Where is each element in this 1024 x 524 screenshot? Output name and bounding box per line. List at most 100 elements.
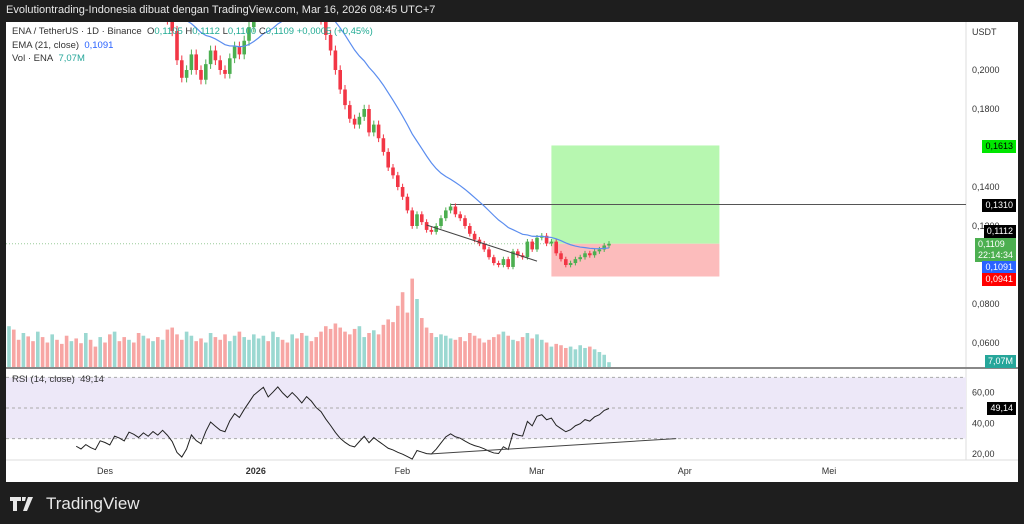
volume-bar <box>40 337 45 367</box>
volume-bar <box>88 339 93 367</box>
candle <box>352 118 357 125</box>
volume-bar <box>7 326 11 367</box>
volume-bar <box>36 331 40 367</box>
candle <box>506 259 510 267</box>
volume-bar <box>477 338 482 367</box>
candle <box>511 251 515 267</box>
volume-bar <box>309 341 314 367</box>
ema-legend[interactable]: EMA (21, close) 0,1091 <box>12 40 113 51</box>
volume-bar <box>242 337 246 367</box>
currency-label[interactable]: USDT <box>972 27 997 37</box>
candle <box>468 226 472 234</box>
volume-bar <box>506 335 510 367</box>
volume-bar <box>453 339 458 367</box>
volume-bar <box>328 328 333 367</box>
candle <box>338 70 342 90</box>
volume-bar <box>74 338 78 367</box>
volume-legend[interactable]: Vol · ENA 7,07M <box>12 53 85 64</box>
rsi-line <box>75 386 610 460</box>
volume-bar <box>501 331 506 367</box>
volume-bar <box>588 346 592 367</box>
candle <box>453 206 458 215</box>
candle <box>559 253 563 260</box>
rsi-tick: 60,00 <box>972 388 995 398</box>
volume-bar <box>520 337 525 367</box>
symbol-name[interactable]: ENA / TetherUS · 1D · Binance <box>12 26 142 37</box>
candle <box>199 70 203 80</box>
volume-bar <box>544 342 549 367</box>
candle <box>588 253 592 256</box>
stop-loss-zone <box>551 243 720 277</box>
candle <box>592 251 597 256</box>
candle <box>372 124 376 133</box>
candle <box>218 60 222 70</box>
volume-bar <box>487 339 491 367</box>
volume-bar <box>175 334 179 367</box>
volume-bar <box>228 341 232 367</box>
volume-bar <box>343 331 347 367</box>
candle <box>242 40 246 55</box>
candle <box>180 60 184 78</box>
volume-bar <box>463 341 467 367</box>
volume-bar <box>583 347 587 367</box>
volume-bar <box>386 319 390 367</box>
candle <box>386 151 390 168</box>
candle <box>554 241 558 254</box>
volume-bar <box>300 333 304 367</box>
candle <box>439 218 443 226</box>
volume-bar <box>429 333 434 367</box>
volume-bar <box>295 338 299 367</box>
tradingview-logo[interactable]: TradingView <box>10 494 140 514</box>
volume-bar <box>602 354 606 367</box>
volume-bar <box>146 338 150 367</box>
high-value: 0,1112 <box>192 26 220 37</box>
candle <box>357 116 362 125</box>
candle <box>376 124 381 139</box>
candle <box>516 251 520 256</box>
volume-bar <box>12 329 16 367</box>
volume-bar <box>156 337 160 367</box>
volume-bar <box>237 331 242 367</box>
volume-bar <box>55 339 59 367</box>
change-value: +0,0005 (+0,45%) <box>296 26 373 37</box>
volume-bar <box>458 337 462 367</box>
volume-bar <box>160 339 165 367</box>
volume-bar <box>204 342 208 367</box>
rsi-legend[interactable]: RSI (14, close) 49,14 <box>12 374 104 385</box>
volume-bar <box>276 337 280 367</box>
candle <box>204 64 208 80</box>
volume-bar <box>151 341 155 367</box>
volume-bar <box>482 342 486 367</box>
volume-bar <box>64 335 69 367</box>
volume-bar <box>348 334 352 367</box>
time-tick-des: Des <box>97 466 114 476</box>
volume-bar <box>511 339 515 367</box>
candle <box>247 27 251 41</box>
candle <box>492 257 496 264</box>
volume-bar <box>559 345 563 367</box>
volume-bar <box>434 337 438 367</box>
volume-bar <box>444 335 448 367</box>
candle <box>228 58 232 74</box>
chart-canvas[interactable]: 0,20000,18000,14000,12000,08000,060060,0… <box>6 22 1018 482</box>
candle <box>458 214 462 219</box>
last-price: 0,1109 <box>977 239 1005 249</box>
price-tick: 0,1800 <box>972 104 1000 114</box>
volume-bar <box>535 334 539 367</box>
volume-value: 7,07M <box>58 53 85 64</box>
chart-panel[interactable]: 0,20000,18000,14000,12000,08000,060060,0… <box>6 22 1018 482</box>
candle <box>184 70 189 78</box>
rsi-trendline <box>431 438 677 455</box>
volume-bar <box>410 278 414 367</box>
volume-bar <box>280 339 285 367</box>
time-tick-feb: Feb <box>395 466 411 476</box>
volume-bar <box>31 341 35 367</box>
volume-bar <box>540 339 544 367</box>
candle <box>549 241 554 244</box>
candle <box>607 243 611 246</box>
volume-bar <box>256 338 261 367</box>
volume-bar <box>578 345 582 367</box>
volume-bar <box>468 333 472 367</box>
candle <box>410 210 414 226</box>
candle <box>237 46 242 55</box>
